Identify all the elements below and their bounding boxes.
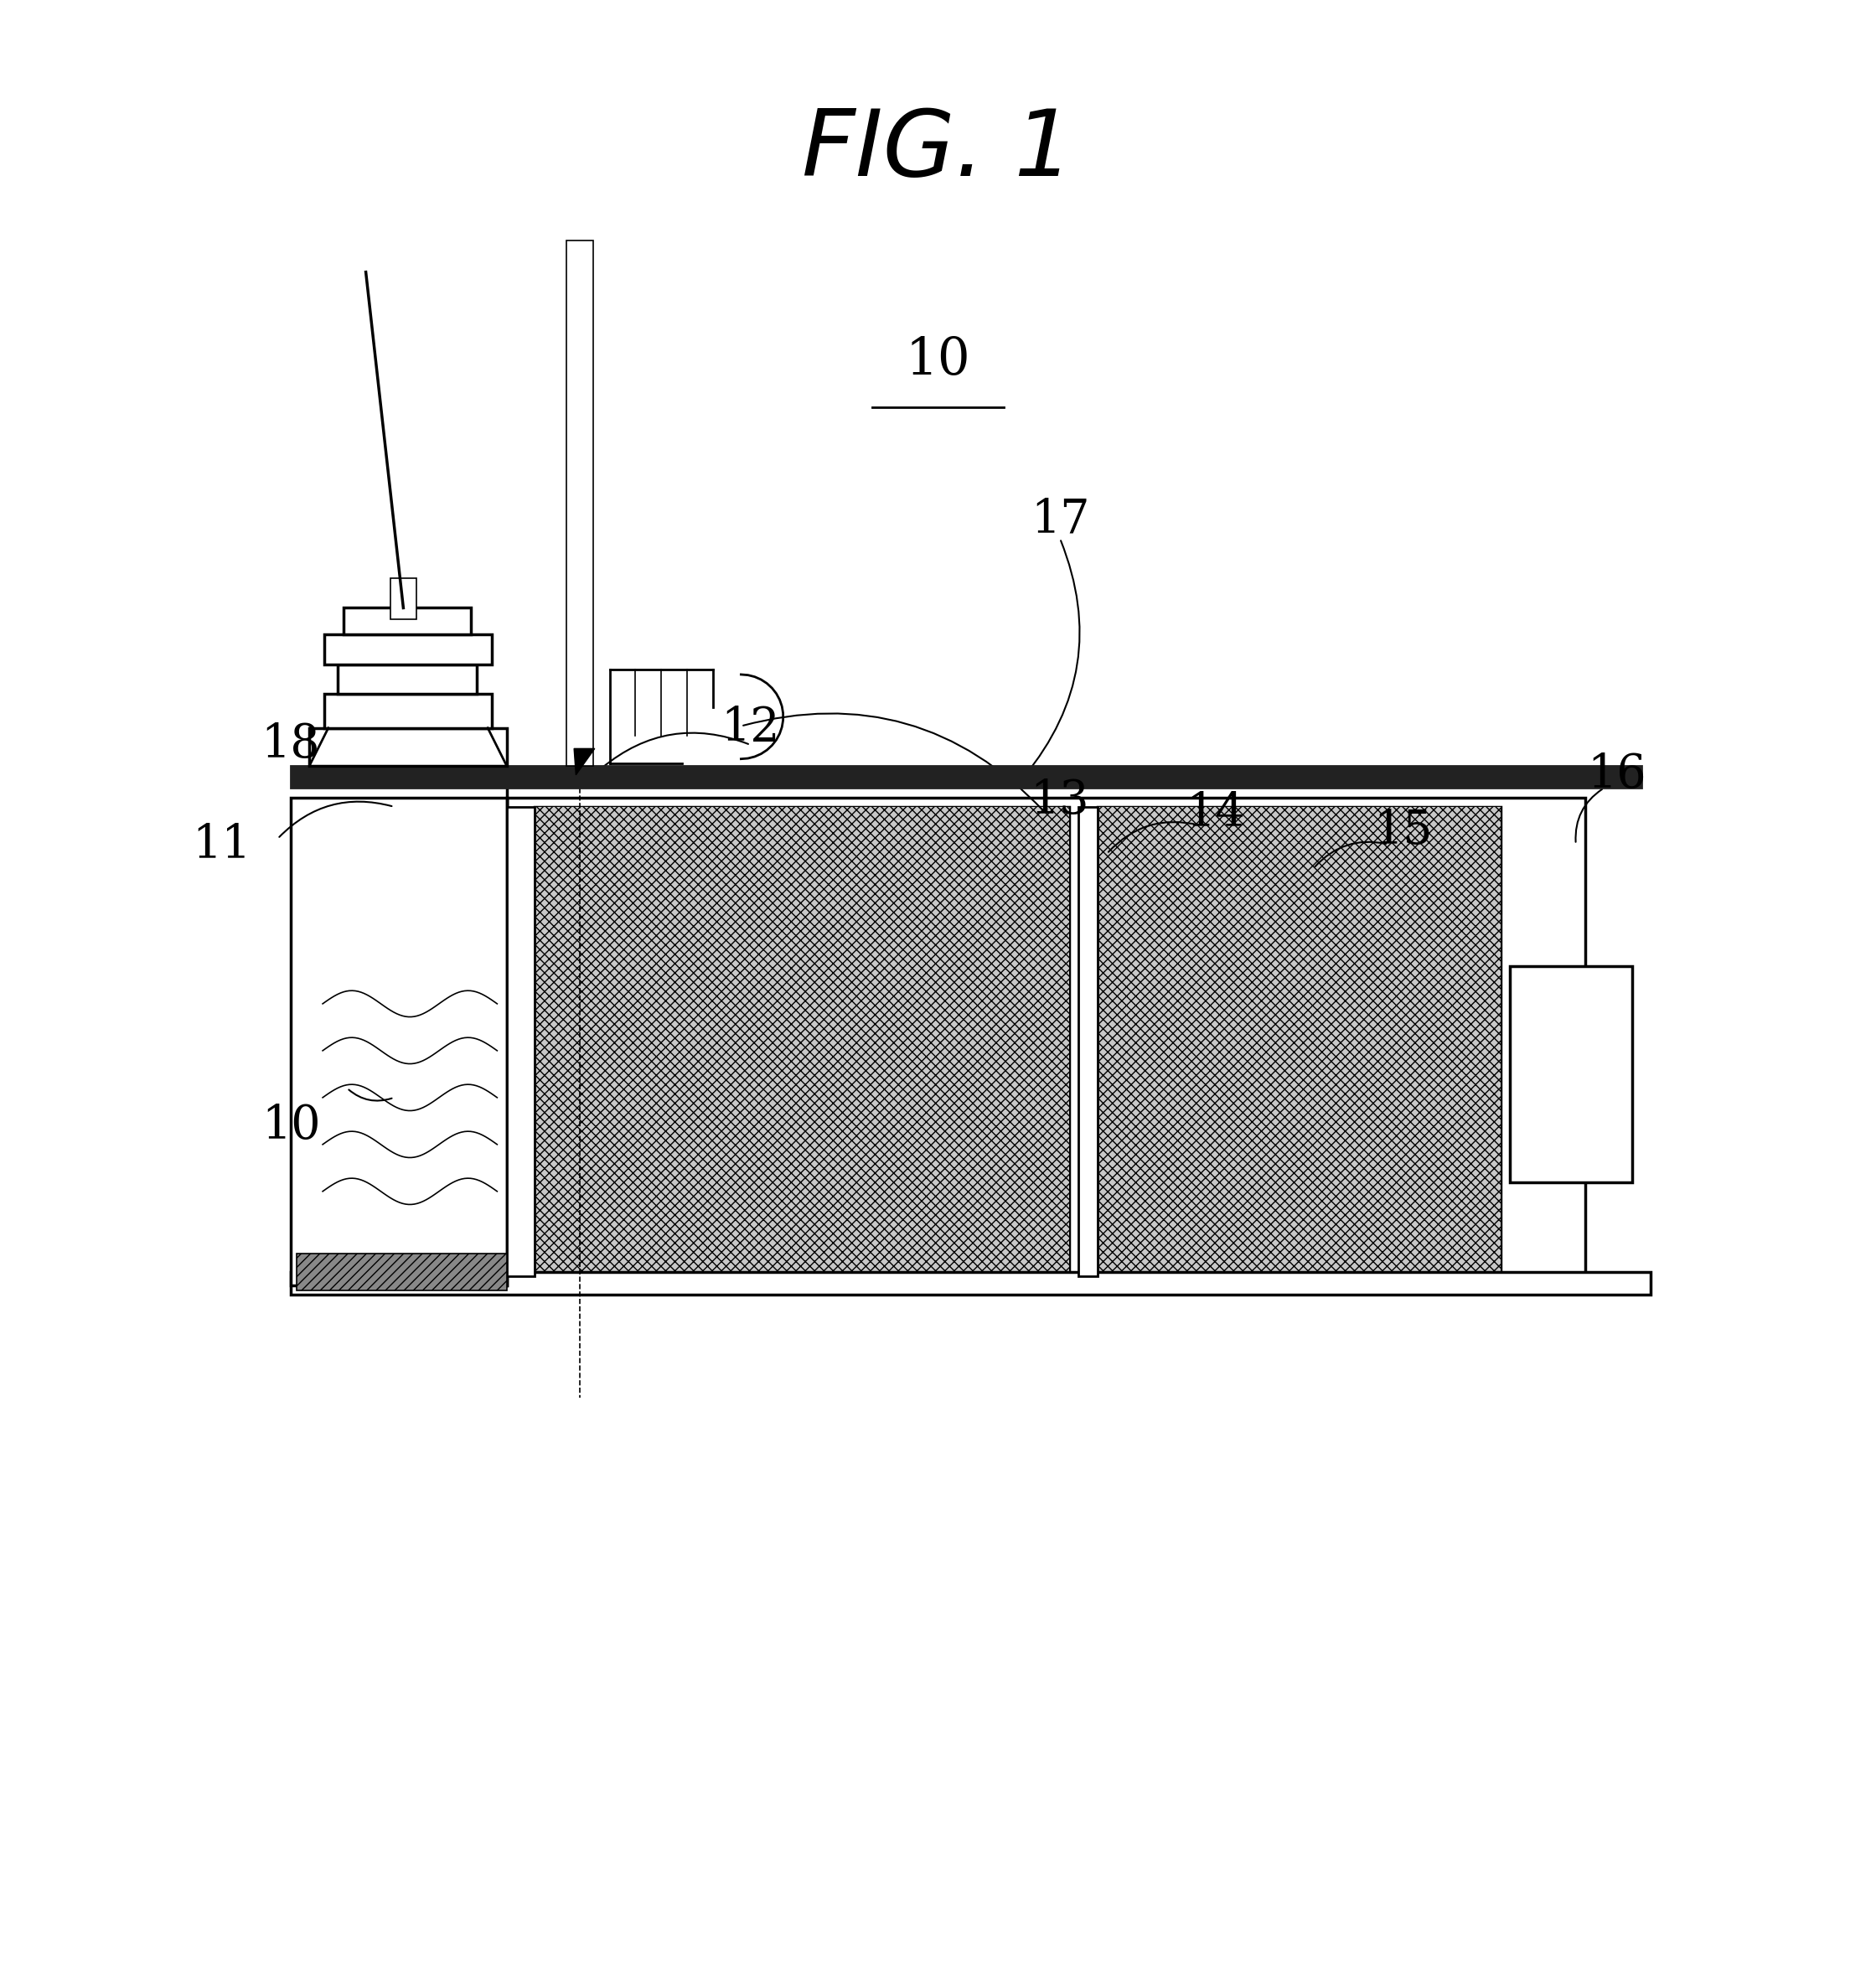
Bar bbox=[1097, 808, 1501, 1277]
Text: 11: 11 bbox=[191, 821, 251, 867]
Text: 18: 18 bbox=[261, 721, 321, 768]
Text: 12: 12 bbox=[720, 705, 780, 751]
Text: 10: 10 bbox=[906, 335, 970, 384]
Bar bbox=[535, 808, 1069, 1277]
Bar bbox=[296, 1253, 507, 1290]
Bar bbox=[310, 729, 507, 766]
Bar bbox=[535, 808, 1069, 1277]
Bar bbox=[507, 798, 1585, 1284]
Bar bbox=[325, 693, 492, 729]
Bar bbox=[1510, 965, 1632, 1182]
Text: FIG. 1: FIG. 1 bbox=[803, 104, 1073, 195]
Text: 10: 10 bbox=[261, 1103, 321, 1149]
Bar bbox=[291, 1273, 1651, 1294]
Polygon shape bbox=[574, 749, 595, 774]
Bar bbox=[1097, 808, 1501, 1277]
Bar bbox=[507, 808, 535, 1277]
Text: 16: 16 bbox=[1587, 753, 1647, 798]
Bar bbox=[325, 634, 492, 664]
Bar bbox=[291, 798, 507, 1284]
Bar bbox=[291, 766, 1642, 788]
Text: 14: 14 bbox=[1186, 790, 1246, 835]
Bar bbox=[1079, 808, 1097, 1277]
Bar bbox=[567, 240, 593, 766]
Bar bbox=[343, 609, 471, 634]
Text: 13: 13 bbox=[1030, 778, 1090, 823]
Text: 15: 15 bbox=[1373, 808, 1433, 855]
Bar bbox=[338, 664, 477, 693]
Text: 17: 17 bbox=[1030, 496, 1090, 542]
Bar bbox=[390, 577, 416, 619]
